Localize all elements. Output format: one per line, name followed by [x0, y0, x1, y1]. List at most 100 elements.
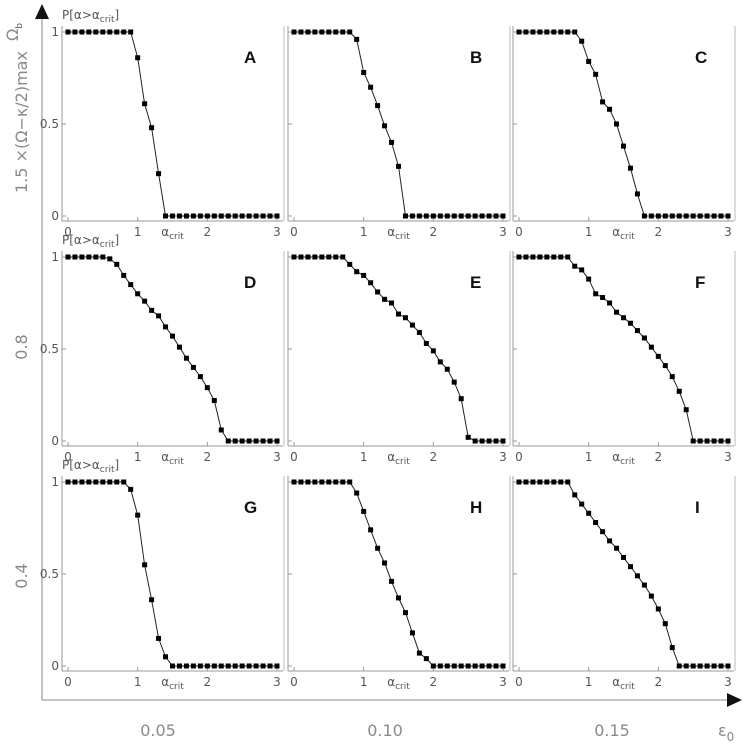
panel-b-point — [333, 29, 339, 35]
panel-a-point — [149, 125, 155, 131]
panel-d-point — [86, 254, 92, 260]
panel-a-point — [253, 213, 259, 219]
panel-e-point — [298, 254, 304, 260]
panel-h-point — [291, 479, 297, 485]
panel-c-point — [621, 143, 626, 149]
panel-g-point — [100, 479, 106, 485]
outer-y-tick-mid: 0.8 — [12, 334, 31, 359]
panel-e-x-tick-label: 1 — [360, 450, 368, 464]
panel-d-point — [253, 438, 259, 444]
panel-e-point — [333, 254, 339, 260]
panel-i-point — [683, 663, 689, 669]
panel-h-point — [409, 630, 415, 636]
panel-i-point — [544, 479, 550, 485]
panel-g-point — [260, 663, 266, 669]
panel-a-point — [190, 213, 196, 219]
panel-h-point — [500, 663, 506, 669]
panel-h-point — [430, 663, 436, 669]
panel-f-point — [641, 335, 647, 341]
panel-f: 0 1 2 3 αcrit F — [512, 251, 736, 467]
panel-a-point — [142, 101, 148, 107]
panel-i-label: I — [695, 498, 700, 517]
panel-e-point — [347, 261, 353, 267]
panel-g-point — [176, 663, 182, 669]
panel-b-point — [465, 213, 471, 219]
panel-a-x-tick-label: 1 — [134, 225, 142, 239]
panel-e-point — [451, 379, 457, 385]
panel-g-point — [107, 479, 113, 485]
panel-e-point — [340, 254, 346, 260]
panel-g-point — [86, 479, 92, 485]
panel-g-y-tick-label: 1 — [51, 475, 59, 489]
panel-g-point — [253, 663, 259, 669]
panel-d-y-tick-label: 0 — [51, 434, 59, 448]
panel-g-x-tick-label: 3 — [273, 675, 281, 689]
panel-c-point — [558, 29, 564, 35]
panel-i-point — [718, 663, 724, 669]
panel-b-point — [396, 163, 401, 169]
panel-d: 0 1 2 3 0 0.5 1 αcrit P[α>αcrit] D — [40, 233, 285, 467]
panel-a-point — [72, 29, 78, 35]
panel-c-point — [530, 29, 536, 35]
panel-h-x-label: αcrit — [387, 675, 410, 692]
panel-f-point — [690, 438, 696, 444]
panel-g-point — [65, 479, 71, 485]
panel-f-x-tick-label: 0 — [515, 450, 523, 464]
panel-a-point — [232, 213, 238, 219]
panel-h-point — [312, 479, 318, 485]
outer-y-arrow-icon — [35, 4, 49, 19]
panel-i-point — [551, 479, 557, 485]
panel-c: 0 1 2 3 αcrit C — [512, 26, 736, 242]
panel-g-point — [274, 663, 280, 669]
panel-g-point — [204, 663, 210, 669]
panel-e-point — [319, 254, 325, 260]
panel-d-point — [246, 438, 252, 444]
panel-c-x-tick-label: 2 — [655, 225, 663, 239]
panel-a-point — [267, 213, 273, 219]
panel-h-point — [305, 479, 311, 485]
panel-d-y-label: P[α>αcrit] — [62, 233, 119, 250]
panel-i-x-tick-label: 2 — [655, 675, 663, 689]
panel-c-point — [648, 213, 654, 219]
panel-b-point — [354, 36, 360, 42]
panel-b-point — [312, 29, 318, 35]
panel-f-point — [516, 254, 522, 260]
panel-c-point — [614, 121, 620, 127]
panel-c-x-tick-label: 1 — [585, 225, 593, 239]
panel-c-x-label: αcrit — [612, 225, 635, 242]
panel-b-point — [368, 84, 374, 90]
panel-a: 0 1 2 3 0 0.5 1 αcrit P[α>αcrit] A — [40, 8, 285, 242]
panel-g-point — [170, 663, 175, 669]
panel-i-point — [641, 582, 647, 588]
panel-a-point — [170, 213, 175, 219]
panel-f-point — [669, 374, 675, 380]
panel-d-label: D — [244, 273, 256, 292]
panel-d-point — [225, 438, 231, 444]
panel-c-point — [551, 29, 557, 35]
panel-b-point — [472, 213, 478, 219]
panel-a-point — [246, 213, 252, 219]
panel-d-point — [274, 438, 280, 444]
panel-b-point — [437, 213, 443, 219]
panel-g-point — [79, 479, 85, 485]
panel-d-point — [239, 438, 245, 444]
panel-a-point — [121, 29, 127, 35]
panel-b-x-tick-label: 2 — [430, 225, 438, 239]
panel-d-x-tick-label: 1 — [134, 450, 142, 464]
panel-f-point — [607, 300, 613, 306]
panel-a-point — [176, 213, 182, 219]
panel-a-point — [183, 213, 189, 219]
panel-e-point — [305, 254, 311, 260]
panel-d-point — [107, 256, 113, 262]
panel-h-point — [402, 610, 408, 616]
panel-f-point — [711, 438, 717, 444]
panel-i-point — [655, 606, 661, 612]
panel-e-point — [416, 329, 422, 335]
panel-b-point — [340, 29, 346, 35]
panel-c-point — [676, 213, 682, 219]
panel-h-point — [326, 479, 332, 485]
panel-c-point — [683, 213, 689, 219]
panel-d-point — [72, 254, 78, 260]
panel-g-point — [121, 479, 127, 485]
